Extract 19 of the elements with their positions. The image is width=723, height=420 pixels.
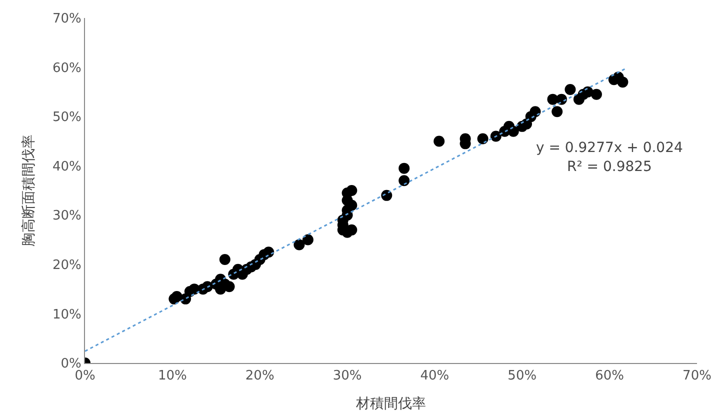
x-tick-label: 40%	[420, 368, 450, 384]
y-tick-label: 60%	[52, 60, 82, 76]
annotation: y = 0.9277x + 0.024	[536, 140, 683, 156]
y-tick-label: 70%	[52, 12, 82, 27]
y-tick-label: 10%	[52, 307, 82, 322]
x-tick-label: 10%	[158, 368, 187, 384]
y-tick-label: 30%	[52, 208, 82, 224]
x-tick-label: 30%	[332, 368, 362, 384]
x-tick-label: 50%	[508, 368, 537, 384]
x-axis-title: 材積間伐率	[355, 396, 426, 412]
x-tick-label: 60%	[595, 368, 624, 384]
x-tick-label: 20%	[245, 368, 274, 384]
y-tick-label: 20%	[52, 258, 82, 273]
y-axis-title: 胸高断面積間伐率	[21, 134, 38, 246]
annotation: R² = 0.9825	[567, 159, 652, 175]
x-tick-label: 0%	[74, 368, 96, 384]
y-tick-label: 50%	[52, 110, 82, 126]
y-tick-label: 40%	[52, 159, 82, 174]
x-tick-label: 70%	[682, 368, 712, 384]
